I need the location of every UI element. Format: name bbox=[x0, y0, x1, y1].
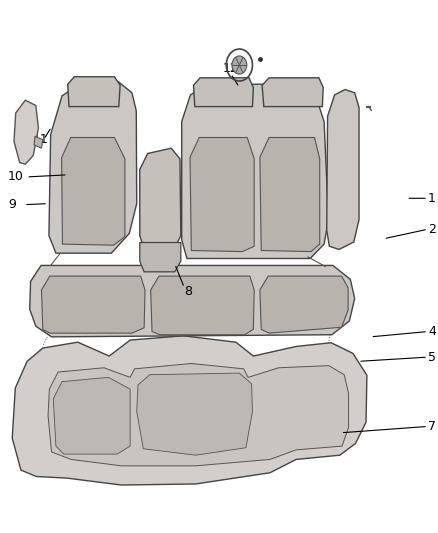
Text: 11: 11 bbox=[33, 133, 49, 146]
Text: 5: 5 bbox=[428, 351, 436, 364]
Polygon shape bbox=[62, 138, 125, 245]
Circle shape bbox=[232, 56, 247, 74]
Text: 4: 4 bbox=[428, 325, 436, 338]
Polygon shape bbox=[194, 78, 253, 107]
Polygon shape bbox=[327, 90, 359, 249]
Text: 12: 12 bbox=[223, 62, 239, 75]
Polygon shape bbox=[140, 148, 181, 246]
Polygon shape bbox=[49, 82, 137, 253]
Polygon shape bbox=[262, 78, 323, 107]
Polygon shape bbox=[42, 276, 145, 333]
Text: 1: 1 bbox=[428, 192, 436, 205]
Polygon shape bbox=[137, 373, 252, 455]
Text: 10: 10 bbox=[8, 171, 24, 183]
Polygon shape bbox=[53, 377, 130, 454]
Polygon shape bbox=[151, 276, 254, 335]
Polygon shape bbox=[30, 265, 355, 337]
Polygon shape bbox=[260, 138, 320, 252]
Polygon shape bbox=[14, 100, 39, 164]
Polygon shape bbox=[260, 276, 348, 333]
Text: 7: 7 bbox=[428, 420, 436, 433]
Polygon shape bbox=[68, 77, 120, 107]
Text: 2: 2 bbox=[428, 223, 436, 236]
Polygon shape bbox=[48, 364, 349, 466]
Polygon shape bbox=[34, 136, 43, 148]
Polygon shape bbox=[12, 336, 367, 485]
Polygon shape bbox=[182, 84, 328, 259]
Polygon shape bbox=[140, 243, 181, 272]
Polygon shape bbox=[190, 138, 254, 252]
Text: 8: 8 bbox=[184, 285, 192, 298]
Text: 9: 9 bbox=[8, 198, 16, 211]
